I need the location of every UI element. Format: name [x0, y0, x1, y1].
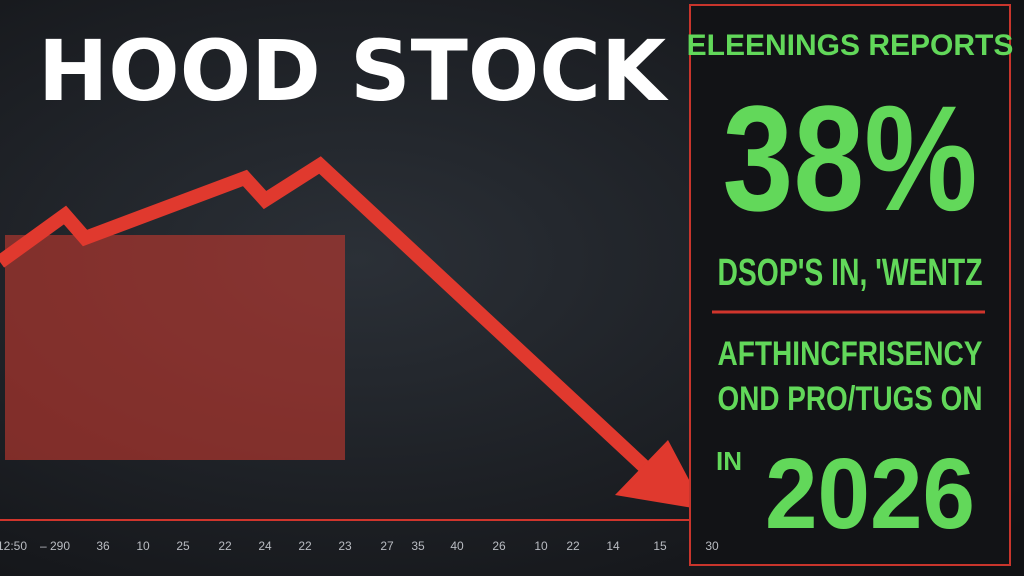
axis-label: 12:50: [0, 539, 27, 553]
axis-label: 22: [566, 539, 580, 553]
axis-label: 22: [218, 539, 232, 553]
trend-arrow: [0, 156, 655, 478]
panel-heading: ELEENINGS REPORTS: [687, 29, 1014, 62]
axis-label: 22: [298, 539, 312, 553]
year: 2026: [765, 438, 975, 550]
axis-label: 27: [380, 539, 394, 553]
axis-label: 24: [258, 539, 272, 553]
title: HOOD STOCK: [38, 22, 669, 120]
axis-label: 26: [492, 539, 506, 553]
big-number: 38%: [723, 74, 978, 242]
panel: [689, 4, 1011, 566]
panel-line: OND PRO/TUGS ON: [718, 380, 983, 418]
axis-label: – 290: [40, 539, 70, 553]
axis-label: 40: [450, 539, 464, 553]
panel-line: DSOP'S IN, 'WENTZ: [718, 252, 983, 294]
arrow-head: [615, 440, 705, 510]
axis-labels: 12:50 – 290 36 10 25 22 24 22 23 27 35 40 26 10 22 14 15…: [0, 539, 719, 553]
panel-line: AFTHINCFRISENCY: [718, 335, 983, 373]
axis-label: 25: [176, 539, 190, 553]
axis-label: 35: [411, 539, 425, 553]
axis-label: 15: [653, 539, 667, 553]
axis-label: 23: [338, 539, 352, 553]
axis-label: 14: [606, 539, 620, 553]
axis-label: 36: [96, 539, 110, 553]
axis-label: 30: [705, 539, 719, 553]
year-prefix: IN: [716, 446, 742, 476]
red-block: [5, 235, 345, 460]
axis-label: 10: [136, 539, 150, 553]
axis-label: 10: [534, 539, 548, 553]
